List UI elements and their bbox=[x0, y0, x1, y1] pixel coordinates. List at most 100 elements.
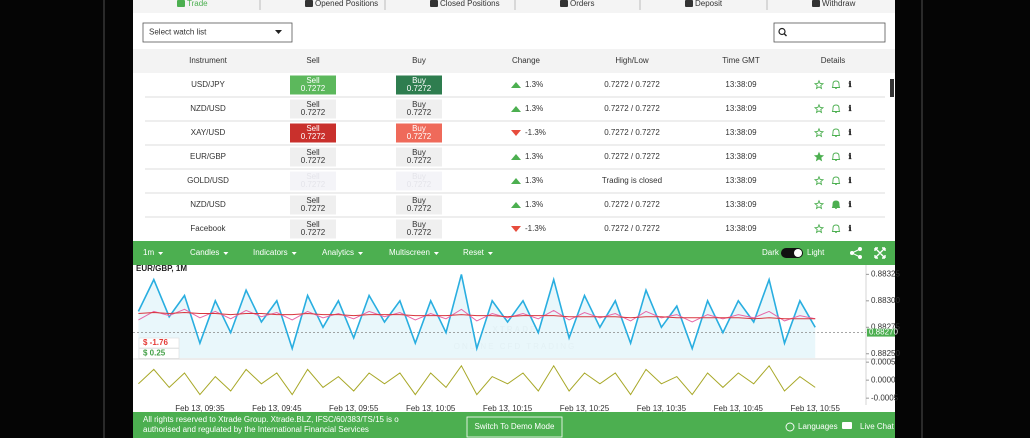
favorite-star[interactable] bbox=[813, 79, 825, 90]
search-box[interactable] bbox=[773, 22, 886, 43]
live-chat-link[interactable]: Live Chat bbox=[860, 422, 895, 431]
high-low: Trading is closed bbox=[602, 176, 662, 185]
x-tick-label: Feb 13, 10:35 bbox=[637, 404, 687, 413]
sell-label: Sell bbox=[306, 172, 320, 181]
toggle-knob bbox=[794, 249, 802, 257]
favorite-star[interactable] bbox=[813, 127, 825, 138]
tab-bar bbox=[133, 0, 895, 13]
favorite-star[interactable] bbox=[813, 199, 825, 210]
info-icon[interactable]: ℹ bbox=[848, 80, 852, 89]
sell-button[interactable] bbox=[290, 147, 336, 167]
buy-button[interactable] bbox=[396, 171, 442, 191]
time: 13:38:09 bbox=[725, 152, 757, 161]
info-icon[interactable]: ℹ bbox=[848, 176, 852, 185]
info-icon[interactable]: ℹ bbox=[848, 128, 852, 137]
sell-price: 0.7272 bbox=[301, 132, 326, 141]
languages-icon[interactable] bbox=[785, 422, 795, 432]
sell-button[interactable] bbox=[290, 123, 336, 143]
favorite-star[interactable] bbox=[813, 151, 825, 162]
column-header: High/Low bbox=[615, 56, 649, 65]
sell-label: Sell bbox=[306, 124, 320, 133]
demo-button[interactable] bbox=[466, 416, 563, 438]
tab-label[interactable]: Closed Positions bbox=[440, 0, 500, 8]
sell-price: 0.7272 bbox=[301, 108, 326, 117]
time: 13:38:09 bbox=[725, 80, 757, 89]
share-icon bbox=[851, 248, 861, 258]
sell-label: Sell bbox=[306, 76, 320, 85]
theme-light: Light bbox=[807, 248, 825, 257]
watchlist-select[interactable] bbox=[142, 22, 293, 43]
toolbar-menu[interactable]: Multiscreen bbox=[389, 248, 430, 257]
current-price-label: 0.88270 bbox=[869, 328, 898, 337]
chart-title: EUR/GBP, 1M bbox=[136, 264, 187, 273]
high-low: 0.7272 / 0.7272 bbox=[604, 152, 660, 161]
sell-button[interactable] bbox=[290, 219, 336, 239]
info-icon[interactable]: ℹ bbox=[848, 200, 852, 209]
info-icon[interactable]: ℹ bbox=[848, 224, 852, 233]
buy-button[interactable] bbox=[396, 147, 442, 167]
expand-icon[interactable] bbox=[874, 247, 886, 259]
alert-bell[interactable] bbox=[831, 128, 841, 137]
tab-icon[interactable] bbox=[430, 0, 438, 7]
buy-label: Buy bbox=[412, 148, 426, 157]
tab-label[interactable]: Orders bbox=[570, 0, 594, 8]
toolbar-menu[interactable]: Reset bbox=[463, 248, 485, 257]
alert-bell[interactable] bbox=[831, 152, 841, 161]
languages-link[interactable]: Languages bbox=[798, 422, 838, 431]
y-tick-label: 0.88275 bbox=[871, 322, 900, 331]
menu-arrow bbox=[223, 252, 229, 255]
tab-label[interactable]: Trade bbox=[187, 0, 208, 8]
alert-bell[interactable] bbox=[831, 200, 841, 209]
favorite-star[interactable] bbox=[813, 175, 825, 186]
column-header: Sell bbox=[306, 56, 320, 65]
live-chat-icon[interactable] bbox=[842, 422, 852, 429]
tab-label[interactable]: Opened Positions bbox=[315, 0, 378, 8]
info-icon[interactable]: ℹ bbox=[848, 104, 852, 113]
change-arrow bbox=[511, 178, 521, 184]
tab-icon[interactable] bbox=[560, 0, 568, 7]
toolbar-menu[interactable]: 1m bbox=[143, 248, 154, 257]
watchlist-placeholder: Select watch list bbox=[149, 28, 207, 37]
toolbar-menu[interactable]: Analytics bbox=[322, 248, 354, 257]
sell-label: Sell bbox=[306, 196, 320, 205]
sell-price: 0.7272 bbox=[301, 156, 326, 165]
sell-button[interactable] bbox=[290, 195, 336, 215]
buy-button[interactable] bbox=[396, 99, 442, 119]
favorite-star[interactable] bbox=[813, 103, 825, 114]
high-low: 0.7272 / 0.7272 bbox=[604, 224, 660, 233]
buy-button[interactable] bbox=[396, 219, 442, 239]
toolbar-menu[interactable]: Indicators bbox=[253, 248, 288, 257]
buy-button[interactable] bbox=[396, 75, 442, 95]
sell-label: Sell bbox=[306, 220, 320, 229]
tab-label[interactable]: Deposit bbox=[695, 0, 723, 8]
buy-label: Buy bbox=[412, 100, 426, 109]
info-icon[interactable]: ℹ bbox=[848, 152, 852, 161]
tab-icon[interactable] bbox=[685, 0, 693, 7]
tab-icon[interactable] bbox=[305, 0, 313, 7]
toolbar-menu[interactable]: Candles bbox=[190, 248, 219, 257]
sell-button[interactable] bbox=[290, 171, 336, 191]
theme-dark: Dark bbox=[762, 248, 780, 257]
alert-bell[interactable] bbox=[831, 224, 841, 233]
time: 13:38:09 bbox=[725, 176, 757, 185]
favorite-star[interactable] bbox=[813, 223, 825, 234]
alert-bell[interactable] bbox=[831, 176, 841, 185]
instrument: Facebook bbox=[190, 224, 226, 233]
alert-bell[interactable] bbox=[831, 104, 841, 113]
tab-icon[interactable] bbox=[177, 0, 185, 7]
sell-button[interactable] bbox=[290, 75, 336, 95]
menu-arrow bbox=[358, 252, 364, 255]
menu-arrow bbox=[433, 252, 439, 255]
change-arrow bbox=[511, 202, 521, 208]
buy-button[interactable] bbox=[396, 195, 442, 215]
sell-button[interactable] bbox=[290, 99, 336, 119]
footer bbox=[133, 412, 895, 438]
buy-label: Buy bbox=[412, 196, 426, 205]
change: 1.3% bbox=[525, 200, 543, 209]
buy-button[interactable] bbox=[396, 123, 442, 143]
tab-icon[interactable] bbox=[812, 0, 820, 7]
alert-bell[interactable] bbox=[831, 80, 841, 89]
tab-label[interactable]: Withdraw bbox=[822, 0, 856, 8]
column-header: Details bbox=[821, 56, 845, 65]
